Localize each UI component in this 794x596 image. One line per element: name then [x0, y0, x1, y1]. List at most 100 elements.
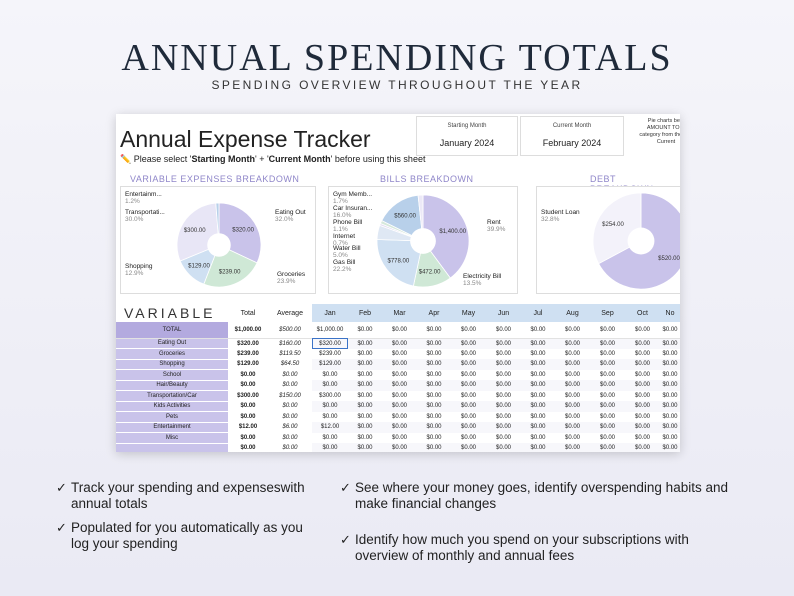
month-cell[interactable]: $0.00: [521, 359, 555, 370]
starting-month-box[interactable]: Starting Month January 2024: [416, 116, 518, 156]
month-cell[interactable]: $0.00: [590, 390, 625, 401]
month-cell[interactable]: $0.00: [486, 390, 521, 401]
month-cell[interactable]: $0.00: [555, 401, 590, 412]
month-cell[interactable]: $0.00: [625, 359, 660, 370]
month-cell[interactable]: $0.00: [521, 322, 555, 339]
month-cell[interactable]: $0.00: [417, 369, 451, 380]
month-cell[interactable]: $0.00: [555, 390, 590, 401]
month-cell[interactable]: $0.00: [348, 369, 382, 380]
month-cell[interactable]: $0.00: [660, 401, 680, 412]
month-cell[interactable]: $0.00: [660, 443, 680, 452]
month-cell[interactable]: $0.00: [382, 369, 417, 380]
month-cell[interactable]: $0.00: [382, 359, 417, 370]
month-cell[interactable]: $0.00: [417, 380, 451, 391]
month-cell[interactable]: $0.00: [590, 369, 625, 380]
month-cell[interactable]: $0.00: [382, 380, 417, 391]
month-cell[interactable]: $0.00: [625, 369, 660, 380]
month-cell[interactable]: $0.00: [348, 411, 382, 422]
month-cell[interactable]: $0.00: [590, 432, 625, 443]
month-cell[interactable]: $0.00: [625, 432, 660, 443]
month-cell[interactable]: $0.00: [660, 411, 680, 422]
month-cell[interactable]: $0.00: [451, 422, 486, 433]
month-cell[interactable]: $0.00: [451, 401, 486, 412]
starting-month-select[interactable]: January 2024: [439, 138, 495, 148]
month-cell[interactable]: $0.00: [417, 359, 451, 370]
month-cell[interactable]: $0.00: [486, 322, 521, 339]
month-cell[interactable]: $0.00: [555, 348, 590, 359]
month-cell[interactable]: $0.00: [660, 322, 680, 339]
month-cell[interactable]: $0.00: [660, 432, 680, 443]
month-cell[interactable]: $0.00: [625, 338, 660, 349]
month-cell[interactable]: $0.00: [590, 338, 625, 349]
month-cell[interactable]: $0.00: [451, 348, 486, 359]
month-cell[interactable]: $0.00: [451, 369, 486, 380]
month-cell[interactable]: $0.00: [451, 432, 486, 443]
month-cell[interactable]: $0.00: [417, 401, 451, 412]
month-cell[interactable]: $0.00: [521, 369, 555, 380]
month-cell[interactable]: $0.00: [451, 380, 486, 391]
month-cell[interactable]: $0.00: [555, 380, 590, 391]
month-cell[interactable]: $0.00: [486, 443, 521, 452]
month-cell[interactable]: $0.00: [625, 380, 660, 391]
month-cell[interactable]: $0.00: [521, 401, 555, 412]
month-cell[interactable]: $0.00: [312, 369, 348, 380]
month-cell[interactable]: $0.00: [312, 401, 348, 412]
month-cell[interactable]: $0.00: [486, 432, 521, 443]
month-cell[interactable]: $0.00: [521, 411, 555, 422]
month-cell[interactable]: $0.00: [590, 348, 625, 359]
month-cell[interactable]: $0.00: [417, 422, 451, 433]
month-cell[interactable]: $0.00: [382, 401, 417, 412]
month-cell[interactable]: $0.00: [382, 411, 417, 422]
month-cell[interactable]: $0.00: [417, 348, 451, 359]
month-cell[interactable]: $0.00: [486, 422, 521, 433]
month-cell[interactable]: $0.00: [625, 422, 660, 433]
month-cell[interactable]: $0.00: [312, 411, 348, 422]
month-cell[interactable]: $0.00: [348, 432, 382, 443]
month-cell[interactable]: $0.00: [451, 443, 486, 452]
month-cell[interactable]: $0.00: [625, 411, 660, 422]
month-cell[interactable]: $0.00: [451, 390, 486, 401]
month-cell[interactable]: $0.00: [590, 359, 625, 370]
month-cell[interactable]: $0.00: [451, 322, 486, 339]
month-cell[interactable]: $0.00: [590, 401, 625, 412]
month-cell[interactable]: $0.00: [625, 390, 660, 401]
month-cell[interactable]: $0.00: [417, 443, 451, 452]
month-cell[interactable]: $0.00: [348, 390, 382, 401]
month-cell[interactable]: $0.00: [382, 443, 417, 452]
month-cell[interactable]: $0.00: [348, 422, 382, 433]
month-cell[interactable]: $0.00: [590, 322, 625, 339]
month-cell[interactable]: $0.00: [555, 422, 590, 433]
month-cell[interactable]: $320.00: [312, 338, 348, 349]
month-cell[interactable]: $0.00: [382, 338, 417, 349]
month-cell[interactable]: $0.00: [417, 390, 451, 401]
month-cell[interactable]: $0.00: [625, 401, 660, 412]
month-cell[interactable]: $0.00: [348, 359, 382, 370]
month-cell[interactable]: $0.00: [521, 338, 555, 349]
month-cell[interactable]: $0.00: [312, 443, 348, 452]
month-cell[interactable]: $0.00: [486, 411, 521, 422]
month-cell[interactable]: $0.00: [660, 338, 680, 349]
month-cell[interactable]: $0.00: [382, 322, 417, 339]
month-cell[interactable]: $300.00: [312, 390, 348, 401]
month-cell[interactable]: $0.00: [521, 348, 555, 359]
month-cell[interactable]: $0.00: [417, 432, 451, 443]
month-cell[interactable]: $0.00: [417, 338, 451, 349]
month-cell[interactable]: $0.00: [521, 432, 555, 443]
month-cell[interactable]: $0.00: [486, 380, 521, 391]
month-cell[interactable]: $0.00: [590, 443, 625, 452]
month-cell[interactable]: $0.00: [660, 348, 680, 359]
month-cell[interactable]: $0.00: [451, 411, 486, 422]
month-cell[interactable]: $0.00: [555, 369, 590, 380]
month-cell[interactable]: $0.00: [555, 322, 590, 339]
month-cell[interactable]: $0.00: [451, 359, 486, 370]
month-cell[interactable]: $0.00: [521, 390, 555, 401]
month-cell[interactable]: $0.00: [348, 322, 382, 339]
month-cell[interactable]: $0.00: [348, 348, 382, 359]
month-cell[interactable]: $0.00: [348, 380, 382, 391]
month-cell[interactable]: $0.00: [382, 348, 417, 359]
month-cell[interactable]: $0.00: [486, 401, 521, 412]
month-cell[interactable]: $0.00: [555, 411, 590, 422]
month-cell[interactable]: $0.00: [625, 322, 660, 339]
month-cell[interactable]: $0.00: [625, 348, 660, 359]
month-cell[interactable]: $0.00: [660, 390, 680, 401]
